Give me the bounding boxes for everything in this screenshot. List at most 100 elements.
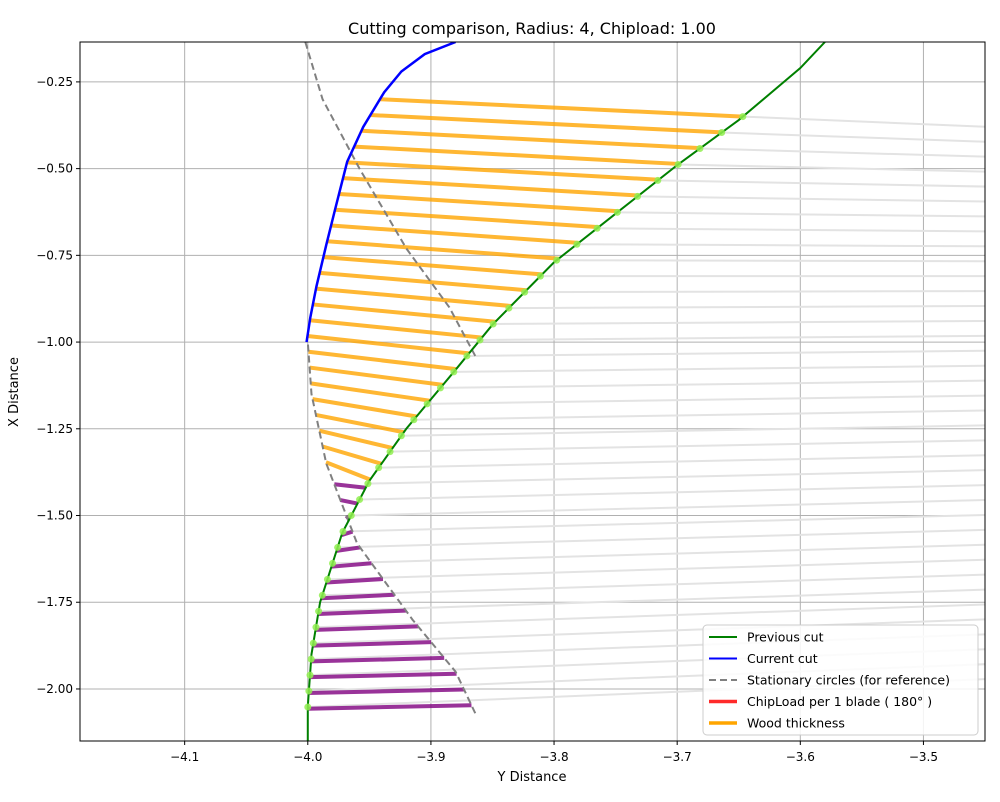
wood-thickness-bar	[322, 444, 382, 466]
reference-line	[637, 195, 985, 203]
reference-line	[359, 484, 985, 501]
chipload-segment	[336, 545, 361, 553]
cut-point-marker	[410, 416, 418, 424]
cut-point-marker	[312, 623, 320, 631]
y-tick-label: −0.25	[36, 75, 73, 89]
reference-line	[742, 115, 985, 128]
cut-point-marker	[536, 272, 544, 280]
cut-point-marker	[463, 352, 471, 360]
reference-line	[342, 513, 985, 533]
cut-point-marker	[315, 607, 323, 615]
wood-thickness-bar	[310, 381, 431, 403]
cut-point-marker	[306, 671, 314, 679]
cut-point-marker	[654, 176, 662, 184]
cut-point-marker	[436, 384, 444, 392]
legend-label: Wood thickness	[747, 716, 845, 731]
cut-point-marker	[634, 192, 642, 200]
reference-line	[556, 259, 985, 263]
cut-point-marker	[593, 224, 601, 232]
legend-label: Current cut	[747, 651, 818, 666]
reference-line	[493, 319, 985, 326]
reference-line	[440, 379, 985, 389]
cut-point-marker	[505, 304, 513, 312]
x-tick-label: −3.9	[416, 750, 445, 764]
wood-thickness-bar	[307, 334, 470, 356]
legend-label: Previous cut	[747, 630, 824, 645]
cut-point-marker	[318, 591, 326, 599]
cut-point-marker	[334, 543, 342, 551]
y-axis: −0.25 −0.50 −0.75 −1.00 −1.25 −1.50 −1.75 −2.00	[36, 75, 80, 696]
reference-line	[351, 499, 985, 517]
chipload-segment	[321, 592, 395, 601]
wood-thickness-bar	[309, 318, 483, 340]
cut-point-marker	[309, 639, 317, 647]
wood-thickness-bar	[308, 349, 457, 372]
reference-line	[657, 179, 985, 188]
x-axis: −4.1 −4.0 −3.9 −3.8 −3.7 −3.6 −3.5	[170, 741, 938, 764]
y-tick-label: −1.75	[36, 595, 73, 609]
plot-area	[304, 42, 985, 741]
cut-point-marker	[356, 496, 364, 504]
wood-thickness-bar	[327, 239, 559, 261]
wood-thickness-bar	[354, 144, 679, 166]
reference-line	[337, 528, 985, 549]
reference-line	[678, 163, 985, 173]
legend: Previous cut Current cut Stationary circle…	[702, 624, 979, 736]
chipload-segment	[312, 640, 432, 648]
reference-line	[327, 558, 985, 581]
wood-thickness-bar	[379, 97, 743, 119]
cut-point-marker	[674, 160, 682, 168]
cut-point-marker	[323, 575, 331, 583]
reference-line	[453, 364, 985, 373]
cut-point-marker	[613, 208, 621, 216]
wood-thickness-bar	[370, 113, 723, 135]
chipload-segment	[307, 703, 472, 711]
stationary-circle-line	[306, 341, 477, 714]
reference-line	[318, 588, 985, 613]
chart-title: Cutting comparison, Radius: 4, Chipload:…	[348, 19, 716, 38]
y-tick-label: −1.50	[36, 509, 73, 523]
x-tick-label: −3.5	[909, 750, 938, 764]
stationary-circle-line	[304, 42, 477, 357]
chipload-segment	[331, 561, 372, 569]
chipload-segment	[315, 624, 419, 632]
cut-point-marker	[489, 320, 497, 328]
y-axis-label: X Distance	[7, 357, 22, 427]
axes-frame	[79, 41, 986, 742]
chipload-segment	[339, 498, 358, 506]
wood-thickness-bar	[315, 286, 512, 308]
chipload-segment	[318, 608, 406, 617]
cut-point-marker	[521, 288, 529, 296]
cut-point-marker	[423, 400, 431, 408]
reference-line	[508, 305, 985, 310]
x-tick-label: −3.7	[663, 750, 692, 764]
y-tick-label: −0.50	[36, 162, 73, 176]
x-tick-label: −4.0	[293, 750, 322, 764]
reference-line	[576, 243, 985, 248]
cut-point-marker	[450, 368, 458, 376]
reference-line	[524, 290, 985, 294]
x-tick-label: −3.6	[786, 750, 815, 764]
reference-line	[401, 424, 985, 437]
wood-thickness-bar	[309, 365, 444, 387]
cut-point-marker	[476, 336, 484, 344]
cut-point-marker	[375, 464, 383, 472]
y-tick-label: −1.25	[36, 422, 73, 436]
reference-line	[313, 618, 985, 645]
wood-thickness-bar	[323, 255, 543, 277]
y-tick-label: −2.00	[36, 682, 73, 696]
legend-label: Stationary circles (for reference)	[747, 673, 950, 688]
chipload-segment	[326, 577, 384, 585]
cut-point-marker	[304, 703, 312, 711]
cut-point-marker	[739, 113, 747, 121]
legend-label: ChipLoad per 1 blade ( 180° )	[747, 694, 932, 709]
wood-thickness-bar	[319, 270, 527, 293]
reference-line	[479, 334, 985, 341]
cut-point-marker	[397, 432, 405, 440]
cut-point-marker	[553, 256, 561, 264]
reference-line	[597, 227, 985, 233]
wood-thickness-bar	[325, 460, 371, 482]
legend-box	[702, 624, 979, 736]
current-cut-line	[305, 42, 457, 343]
